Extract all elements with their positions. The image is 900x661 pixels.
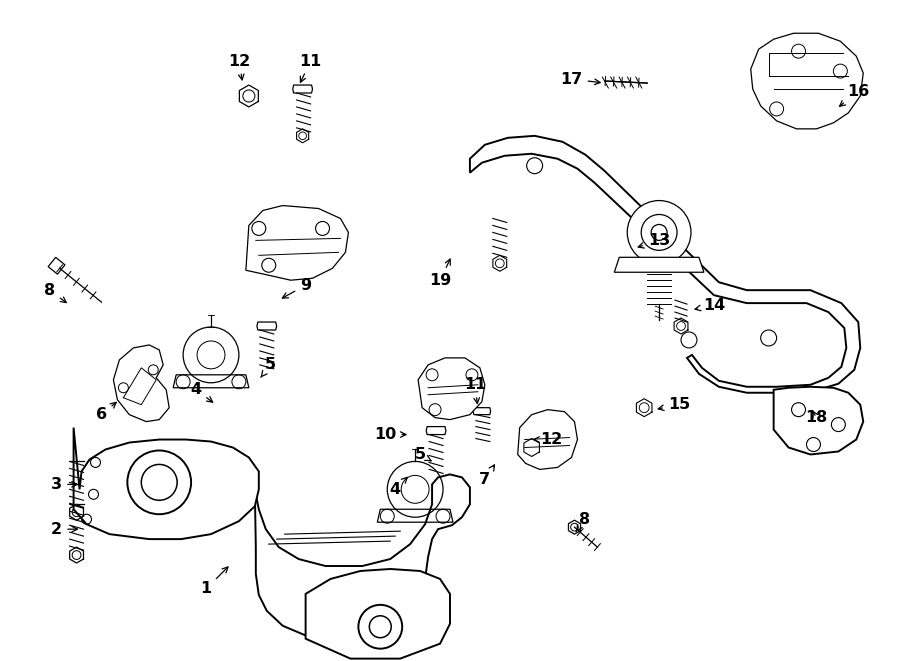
Text: 8: 8 <box>44 283 67 303</box>
Polygon shape <box>113 345 169 422</box>
Text: 4: 4 <box>191 382 212 402</box>
Text: 12: 12 <box>228 54 250 80</box>
Polygon shape <box>255 475 470 641</box>
Text: 16: 16 <box>840 83 869 106</box>
Text: 13: 13 <box>638 233 670 248</box>
Circle shape <box>358 605 402 648</box>
Text: 15: 15 <box>658 397 690 412</box>
Text: 2: 2 <box>51 522 77 537</box>
Text: 11: 11 <box>300 54 321 82</box>
Text: 7: 7 <box>480 465 494 487</box>
Circle shape <box>141 465 177 500</box>
Text: 10: 10 <box>374 427 406 442</box>
Circle shape <box>627 200 691 264</box>
Text: 12: 12 <box>534 432 562 447</box>
Text: 4: 4 <box>390 477 407 497</box>
Text: 8: 8 <box>576 512 590 532</box>
Circle shape <box>369 616 392 638</box>
Text: 5: 5 <box>415 447 431 462</box>
Polygon shape <box>774 387 863 455</box>
Text: 19: 19 <box>429 259 451 288</box>
Polygon shape <box>751 33 863 129</box>
Text: 14: 14 <box>695 297 725 313</box>
Text: 17: 17 <box>561 71 600 87</box>
Polygon shape <box>306 569 450 658</box>
Polygon shape <box>74 428 259 539</box>
Text: 1: 1 <box>201 567 228 596</box>
Circle shape <box>641 214 677 251</box>
Polygon shape <box>470 136 860 393</box>
Polygon shape <box>246 206 348 280</box>
Text: 6: 6 <box>96 403 116 422</box>
Polygon shape <box>615 257 704 272</box>
Text: 5: 5 <box>261 358 276 377</box>
Text: 18: 18 <box>806 410 828 425</box>
Polygon shape <box>518 410 578 469</box>
Text: 3: 3 <box>51 477 77 492</box>
Text: 9: 9 <box>283 278 311 298</box>
Text: 11: 11 <box>464 377 486 403</box>
Polygon shape <box>418 358 485 420</box>
Circle shape <box>128 451 191 514</box>
